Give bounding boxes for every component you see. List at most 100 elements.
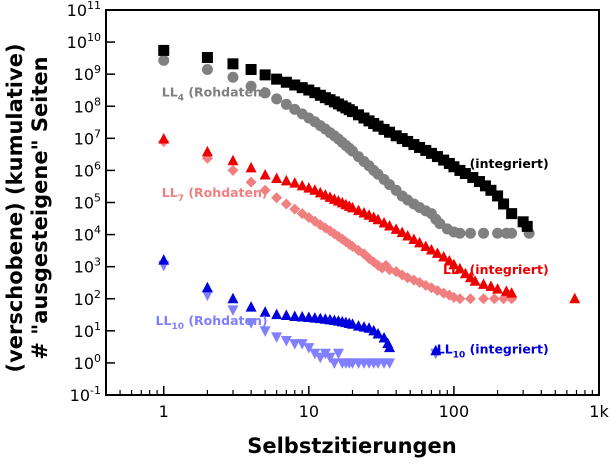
data-point-triangle-up (245, 301, 257, 312)
data-point-triangle-up (425, 244, 437, 255)
data-point-square (259, 69, 271, 81)
x-tick-label: 10 (299, 402, 319, 421)
data-point-circle (280, 98, 292, 110)
series-annotation: LL10 (Rohdaten) (156, 313, 268, 332)
data-point-diamond (259, 184, 271, 196)
data-point-triangle-down (314, 352, 326, 364)
data-point-triangle-down (296, 339, 308, 350)
data-point-square (372, 120, 384, 132)
y-tick-label: 1011 (67, 0, 101, 20)
data-point-triangle-down (201, 290, 213, 302)
data-point-circle (492, 227, 504, 239)
y-tick-label: 103 (74, 256, 101, 277)
data-point-triangle-up (469, 275, 481, 286)
data-point-triangle-up (296, 179, 308, 191)
y-tick-label: 105 (74, 192, 101, 213)
x-tick-label: 1 (159, 402, 169, 421)
data-point-triangle-down (289, 339, 301, 350)
data-point-circle (464, 227, 476, 239)
data-point-diamond (478, 293, 490, 305)
data-point-diamond (289, 203, 301, 215)
y-tick-label: 104 (74, 224, 101, 245)
data-point-circle (245, 80, 257, 92)
data-point-triangle-up (459, 267, 471, 279)
data-point-triangle-up (420, 240, 432, 252)
y-axis-title-line-1: (verschobene) (kumulative) (3, 43, 27, 372)
y-tick-label: 101 (74, 320, 101, 341)
data-point-triangle-up (431, 247, 443, 258)
data-point-square (390, 130, 402, 142)
data-point-diamond (454, 293, 466, 305)
y-tick-label: 102 (74, 288, 101, 309)
data-point-square (485, 184, 497, 196)
data-point-diamond (464, 293, 476, 305)
series-0 (158, 44, 533, 232)
data-point-triangle-up (347, 318, 358, 329)
data-point-circle (506, 227, 518, 239)
data-point-square (420, 144, 432, 156)
data-point-circle (201, 63, 213, 75)
data-series (158, 44, 581, 369)
data-point-diamond (271, 192, 283, 204)
data-point-square (492, 190, 504, 202)
data-point-square (347, 106, 358, 118)
data-point-square (408, 139, 420, 151)
data-point-square (414, 141, 426, 153)
data-point-triangle-up (478, 278, 490, 289)
data-point-triangle-down (328, 358, 340, 369)
data-point-triangle-down (384, 358, 396, 369)
data-point-triangle-up (271, 172, 283, 183)
data-point-circle (158, 54, 170, 66)
data-point-triangle-up (372, 213, 384, 225)
data-point-triangle-up (280, 174, 292, 186)
data-point-triangle-down (271, 332, 283, 343)
data-point-triangle-up (227, 292, 239, 304)
data-point-square (521, 220, 533, 232)
data-point-triangle-down (259, 326, 271, 337)
data-point-triangle-down (309, 348, 321, 360)
data-point-circle (271, 93, 283, 105)
y-tick-label: 106 (74, 159, 101, 180)
data-point-triangle-down (332, 348, 344, 360)
data-point-square (158, 44, 170, 56)
series-2 (158, 133, 581, 304)
data-point-triangle-up (158, 254, 170, 265)
y-tick-label: 100 (74, 352, 101, 373)
series-annotations: LL4 (Rohdaten) LL4 (integriert) LL7 (Rohda… (156, 85, 549, 361)
data-point-triangle-down (324, 352, 336, 364)
y-tick-label: 107 (74, 127, 101, 148)
data-point-triangle-up (347, 201, 358, 213)
data-point-square (506, 208, 518, 220)
data-point-diamond (227, 164, 239, 176)
data-point-square (438, 154, 450, 166)
data-point-square (245, 63, 257, 75)
y-axis-title-line-2: # "ausgesteigene" Seiten (28, 56, 52, 359)
data-point-diamond (280, 198, 292, 210)
data-point-triangle-up (271, 308, 283, 320)
series-4 (158, 254, 442, 356)
data-point-triangle-up (259, 168, 271, 180)
data-point-square (227, 58, 239, 70)
data-point-square (473, 176, 485, 188)
data-point-square (448, 161, 460, 173)
data-point-triangle-up (384, 220, 396, 231)
data-point-square (425, 147, 437, 159)
data-point-square (280, 76, 292, 88)
series-annotation: LL7 (integriert) (443, 262, 549, 281)
x-axis-title: Selbstzitierungen (247, 434, 457, 458)
data-point-triangle-up (296, 310, 308, 322)
data-point-triangle-up (280, 309, 292, 321)
series-annotation: LL7 (Rohdaten) (162, 185, 268, 204)
data-point-triangle-up (492, 283, 504, 294)
data-point-square (271, 73, 283, 85)
data-point-triangle-up (259, 306, 271, 317)
data-point-triangle-up (485, 280, 497, 292)
series-3 (158, 135, 518, 305)
data-point-triangle-up (454, 262, 466, 274)
series-annotation: LL4 (integriert) (443, 156, 549, 175)
data-point-triangle-up (289, 177, 301, 188)
data-point-triangle-up (201, 145, 213, 157)
x-tick-label: 100 (439, 402, 470, 421)
data-point-triangle-down (245, 318, 257, 329)
